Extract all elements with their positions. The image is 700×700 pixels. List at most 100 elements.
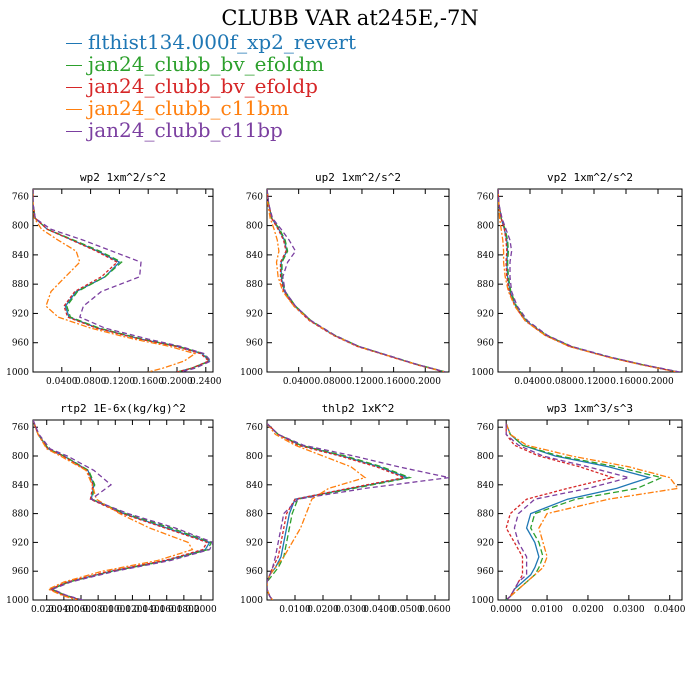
series-line-3 <box>498 189 678 372</box>
y-tick-label: 920 <box>477 309 494 319</box>
y-tick-label: 1000 <box>6 596 29 606</box>
legend: flthist134.000f_xp2_revert jan24_clubb_bv… <box>66 31 356 141</box>
y-tick-label: 880 <box>246 510 263 520</box>
y-tick-label: 920 <box>246 309 263 319</box>
x-tick-label: 0.0300 <box>613 605 645 615</box>
plot-frame <box>32 419 214 601</box>
y-tick-label: 760 <box>12 192 29 202</box>
x-tick-label: 0.0400 <box>514 377 546 387</box>
series-line-2 <box>267 423 407 600</box>
y-tick-label: 960 <box>477 567 494 577</box>
x-tick-label: 0.1600 <box>132 377 164 387</box>
figure-title: CLUBB VAR at245E,-7N <box>221 6 479 30</box>
x-tick-label: 0.0000 <box>490 605 522 615</box>
plot-frame <box>266 188 450 373</box>
y-tick-label: 920 <box>12 309 29 319</box>
x-tick-label: 0.0200 <box>31 605 63 615</box>
series-line-0 <box>498 189 679 372</box>
x-tick-label: 0.2000 <box>410 377 442 387</box>
y-tick-label: 800 <box>12 222 29 232</box>
series-line-0 <box>505 423 652 600</box>
x-tick-label: 0.0100 <box>531 605 563 615</box>
y-tick-label: 760 <box>246 423 263 433</box>
legend-label: jan24_clubb_c11bm <box>88 96 289 120</box>
legend-label: jan24_clubb_bv_efoldp <box>88 74 318 98</box>
legend-entry: flthist134.000f_xp2_revert <box>66 31 356 53</box>
x-tick-label: 0.0600 <box>65 605 97 615</box>
y-tick-label: 920 <box>477 538 494 548</box>
series-line-2 <box>33 420 208 600</box>
x-tick-label: 0.0800 <box>315 377 347 387</box>
legend-swatch <box>66 87 82 88</box>
x-tick-label: 0.0400 <box>654 605 686 615</box>
legend-swatch <box>66 109 82 110</box>
y-tick-label: 760 <box>12 423 29 433</box>
panel: vp2 1xm^2/s^2 760 800 840 880 920 960 1000 0.040… <box>471 171 683 387</box>
series-line-1 <box>505 423 664 600</box>
plot-frame <box>266 419 450 601</box>
series-line-0 <box>33 420 211 600</box>
panel: up2 1xm^2/s^2 760 800 840 880 920 960 1000 0.040… <box>240 171 450 387</box>
x-tick-label: 0.0500 <box>391 605 423 615</box>
legend-swatch <box>66 131 82 132</box>
panel: wp2 1xm^2/s^2 760 800 840 880 920 960 1000 0.040… <box>6 171 222 387</box>
panel: thlp2 1xK^276080084088092096010000.01000… <box>240 402 451 615</box>
y-tick-label: 960 <box>12 567 29 577</box>
y-tick-label: 800 <box>246 452 263 462</box>
y-tick-label: 880 <box>12 510 29 520</box>
y-tick-label: 1000 <box>471 368 494 378</box>
series-line-1 <box>33 420 213 600</box>
panel-title: up2 1xm^2/s^2 <box>315 171 401 184</box>
y-tick-label: 1000 <box>240 368 263 378</box>
y-tick-label: 880 <box>246 280 263 290</box>
y-tick-label: 920 <box>246 538 263 548</box>
x-tick-label: 0.1600 <box>610 377 642 387</box>
y-tick-label: 960 <box>12 339 29 349</box>
legend-label: jan24_clubb_bv_efoldm <box>88 52 325 76</box>
series-line-4 <box>267 423 449 600</box>
x-tick-label: 0.1200 <box>104 377 136 387</box>
x-tick-label: 0.1600 <box>151 605 183 615</box>
x-tick-label: 0.0800 <box>546 377 578 387</box>
legend-label: flthist134.000f_xp2_revert <box>88 30 356 54</box>
x-tick-label: 0.0100 <box>279 605 311 615</box>
x-tick-label: 0.0600 <box>419 605 451 615</box>
y-tick-label: 880 <box>477 280 494 290</box>
panel-title: thlp2 1xK^2 <box>322 402 395 415</box>
y-tick-label: 840 <box>246 251 263 261</box>
x-tick-label: 0.1000 <box>100 605 132 615</box>
y-tick-label: 800 <box>477 222 494 232</box>
y-tick-label: 840 <box>12 251 29 261</box>
plot-frame <box>32 188 214 373</box>
y-tick-label: 960 <box>246 339 263 349</box>
y-tick-label: 760 <box>477 423 494 433</box>
series-line-4 <box>267 189 446 372</box>
series-line-4 <box>505 423 632 600</box>
x-tick-label: 0.1200 <box>117 605 149 615</box>
series-line-4 <box>33 189 212 372</box>
panel-title: vp2 1xm^2/s^2 <box>547 171 633 184</box>
x-tick-label: 0.0400 <box>46 377 78 387</box>
legend-swatch <box>66 43 82 44</box>
series-line-2 <box>505 423 615 600</box>
y-tick-label: 760 <box>246 192 263 202</box>
y-tick-label: 1000 <box>471 596 494 606</box>
x-tick-label: 0.0400 <box>283 377 315 387</box>
series-line-1 <box>498 189 679 372</box>
x-tick-label: 0.2000 <box>161 377 193 387</box>
x-tick-label: 0.2000 <box>185 605 217 615</box>
series-line-3 <box>33 420 194 600</box>
series-line-3 <box>505 423 680 600</box>
y-tick-label: 760 <box>477 192 494 202</box>
x-tick-label: 0.1400 <box>134 605 166 615</box>
series-line-2 <box>33 189 210 372</box>
series-line-4 <box>498 189 680 372</box>
y-tick-label: 920 <box>12 538 29 548</box>
legend-entry: jan24_clubb_c11bm <box>66 97 356 119</box>
legend-entry: jan24_clubb_c11bp <box>66 119 356 141</box>
x-tick-label: 0.0400 <box>363 605 395 615</box>
y-tick-label: 800 <box>246 222 263 232</box>
y-tick-label: 1000 <box>240 596 263 606</box>
panel-title: wp2 1xm^2/s^2 <box>80 171 166 184</box>
